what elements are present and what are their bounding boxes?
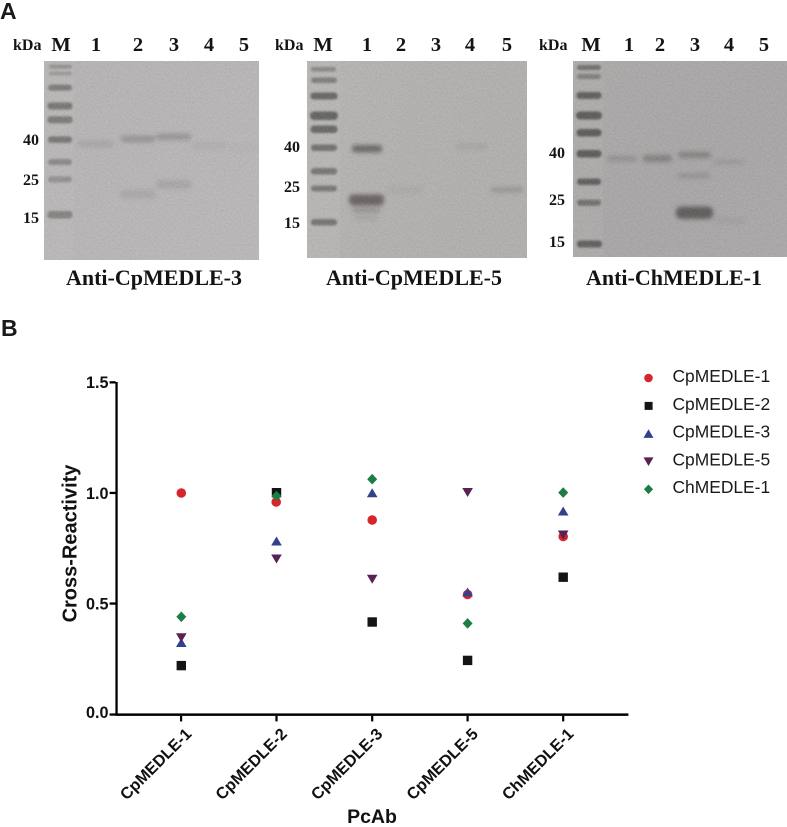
- svg-text:PcAb: PcAb: [347, 806, 397, 827]
- svg-text:0.5: 0.5: [86, 595, 109, 613]
- svg-text:CpMEDLE-3: CpMEDLE-3: [308, 725, 387, 804]
- svg-text:CpMEDLE-2: CpMEDLE-2: [673, 394, 771, 414]
- svg-text:CpMEDLE-2: CpMEDLE-2: [212, 725, 291, 804]
- svg-text:CpMEDLE-5: CpMEDLE-5: [403, 725, 482, 804]
- svg-text:CpMEDLE-1: CpMEDLE-1: [673, 366, 771, 386]
- svg-text:CpMEDLE-3: CpMEDLE-3: [673, 422, 771, 442]
- svg-text:1.5: 1.5: [86, 374, 109, 392]
- svg-text:ChMEDLE-1: ChMEDLE-1: [673, 477, 771, 497]
- svg-text:Cross-Reactivity: Cross-Reactivity: [60, 464, 82, 623]
- svg-text:1.0: 1.0: [86, 485, 109, 503]
- svg-text:ChMEDLE-1: ChMEDLE-1: [499, 725, 578, 804]
- svg-text:CpMEDLE-1: CpMEDLE-1: [117, 725, 196, 804]
- svg-text:CpMEDLE-5: CpMEDLE-5: [673, 449, 771, 469]
- svg-text:0.0: 0.0: [86, 704, 109, 722]
